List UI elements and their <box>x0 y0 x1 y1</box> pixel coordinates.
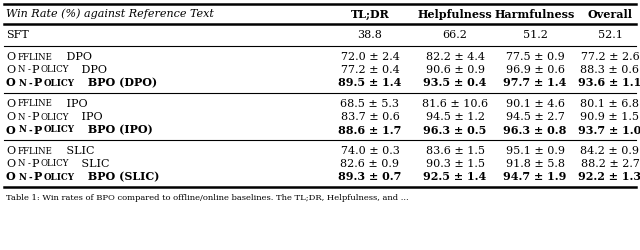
Text: 95.1 ± 0.9: 95.1 ± 0.9 <box>506 146 564 156</box>
Text: 90.3 ± 1.5: 90.3 ± 1.5 <box>426 159 484 169</box>
Text: 82.2 ± 4.4: 82.2 ± 4.4 <box>426 52 484 62</box>
Text: -: - <box>28 112 30 122</box>
Text: P: P <box>31 65 38 75</box>
Text: OLICY: OLICY <box>44 172 75 182</box>
Text: 89.3 ± 0.7: 89.3 ± 0.7 <box>339 172 402 182</box>
Text: FFLINE: FFLINE <box>18 52 52 62</box>
Text: -: - <box>28 160 30 168</box>
Text: O: O <box>6 52 15 62</box>
Text: -: - <box>29 172 33 182</box>
Text: Win Rate (%) against Reference Text: Win Rate (%) against Reference Text <box>6 9 214 19</box>
Text: 77.5 ± 0.9: 77.5 ± 0.9 <box>506 52 564 62</box>
Text: 83.7 ± 0.6: 83.7 ± 0.6 <box>340 112 399 122</box>
Text: P: P <box>33 78 42 88</box>
Text: P: P <box>33 124 42 136</box>
Text: 77.2 ± 0.4: 77.2 ± 0.4 <box>340 65 399 75</box>
Text: BPO (IPO): BPO (IPO) <box>84 124 153 136</box>
Text: BPO (DPO): BPO (DPO) <box>84 78 157 88</box>
Text: Harmfulness: Harmfulness <box>495 8 575 20</box>
Text: 90.1 ± 4.6: 90.1 ± 4.6 <box>506 99 564 109</box>
Text: 72.0 ± 2.4: 72.0 ± 2.4 <box>340 52 399 62</box>
Text: O: O <box>6 146 15 156</box>
Text: SLIC: SLIC <box>77 159 109 169</box>
Text: 92.2 ± 1.3: 92.2 ± 1.3 <box>579 172 640 182</box>
Text: IPO: IPO <box>77 112 102 122</box>
Text: 93.7 ± 1.0: 93.7 ± 1.0 <box>579 124 640 136</box>
Text: 90.9 ± 1.5: 90.9 ± 1.5 <box>580 112 639 122</box>
Text: P: P <box>31 159 38 169</box>
Text: O: O <box>6 172 16 182</box>
Text: 68.5 ± 5.3: 68.5 ± 5.3 <box>340 99 399 109</box>
Text: N: N <box>18 66 25 74</box>
Text: 88.6 ± 1.7: 88.6 ± 1.7 <box>339 124 402 136</box>
Text: N: N <box>19 78 26 88</box>
Text: DPO: DPO <box>77 65 107 75</box>
Text: 89.5 ± 1.4: 89.5 ± 1.4 <box>339 78 402 88</box>
Text: 97.7 ± 1.4: 97.7 ± 1.4 <box>503 78 566 88</box>
Text: IPO: IPO <box>63 99 88 109</box>
Text: -: - <box>28 66 30 74</box>
Text: 88.3 ± 0.6: 88.3 ± 0.6 <box>580 65 639 75</box>
Text: 80.1 ± 6.8: 80.1 ± 6.8 <box>580 99 639 109</box>
Text: 91.8 ± 5.8: 91.8 ± 5.8 <box>506 159 564 169</box>
Text: Helpfulness: Helpfulness <box>418 8 492 20</box>
Text: 96.3 ± 0.8: 96.3 ± 0.8 <box>503 124 566 136</box>
Text: OLICY: OLICY <box>41 112 69 122</box>
Text: O: O <box>6 159 15 169</box>
Text: 90.6 ± 0.9: 90.6 ± 0.9 <box>426 65 484 75</box>
Text: FFLINE: FFLINE <box>18 146 52 156</box>
Text: 96.3 ± 0.5: 96.3 ± 0.5 <box>423 124 486 136</box>
Text: OLICY: OLICY <box>44 126 75 134</box>
Text: P: P <box>33 172 42 182</box>
Text: DPO: DPO <box>63 52 92 62</box>
Text: 92.5 ± 1.4: 92.5 ± 1.4 <box>424 172 486 182</box>
Text: O: O <box>6 99 15 109</box>
Text: Overall: Overall <box>588 8 632 20</box>
Text: N: N <box>19 172 26 182</box>
Text: 52.1: 52.1 <box>598 30 623 40</box>
Text: O: O <box>6 112 15 122</box>
Text: 38.8: 38.8 <box>358 30 383 40</box>
Text: Table 1: Win rates of BPO compared to offline/online baselines. The TL;DR, Helpf: Table 1: Win rates of BPO compared to of… <box>6 194 408 202</box>
Text: 84.2 ± 0.9: 84.2 ± 0.9 <box>580 146 639 156</box>
Text: N: N <box>18 112 25 122</box>
Text: SFT: SFT <box>6 30 29 40</box>
Text: 66.2: 66.2 <box>443 30 467 40</box>
Text: P: P <box>31 112 38 122</box>
Text: 82.6 ± 0.9: 82.6 ± 0.9 <box>340 159 399 169</box>
Text: 77.2 ± 2.6: 77.2 ± 2.6 <box>580 52 639 62</box>
Text: FFLINE: FFLINE <box>18 100 52 108</box>
Text: TL;DR: TL;DR <box>351 8 389 20</box>
Text: 83.6 ± 1.5: 83.6 ± 1.5 <box>426 146 484 156</box>
Text: BPO (SLIC): BPO (SLIC) <box>84 172 159 182</box>
Text: 94.7 ± 1.9: 94.7 ± 1.9 <box>503 172 566 182</box>
Text: N: N <box>18 160 25 168</box>
Text: 96.9 ± 0.6: 96.9 ± 0.6 <box>506 65 564 75</box>
Text: O: O <box>6 124 16 136</box>
Text: OLICY: OLICY <box>41 66 69 74</box>
Text: OLICY: OLICY <box>41 160 69 168</box>
Text: 94.5 ± 2.7: 94.5 ± 2.7 <box>506 112 564 122</box>
Text: 74.0 ± 0.3: 74.0 ± 0.3 <box>340 146 399 156</box>
Text: O: O <box>6 65 15 75</box>
Text: -: - <box>29 78 33 88</box>
Text: 93.6 ± 1.1: 93.6 ± 1.1 <box>579 78 640 88</box>
Text: -: - <box>29 126 33 134</box>
Text: 51.2: 51.2 <box>523 30 547 40</box>
Text: 81.6 ± 10.6: 81.6 ± 10.6 <box>422 99 488 109</box>
Text: SLIC: SLIC <box>63 146 94 156</box>
Text: O: O <box>6 78 16 88</box>
Text: N: N <box>19 126 26 134</box>
Text: OLICY: OLICY <box>44 78 75 88</box>
Text: 94.5 ± 1.2: 94.5 ± 1.2 <box>426 112 484 122</box>
Text: 88.2 ± 2.7: 88.2 ± 2.7 <box>580 159 639 169</box>
Text: 93.5 ± 0.4: 93.5 ± 0.4 <box>423 78 486 88</box>
